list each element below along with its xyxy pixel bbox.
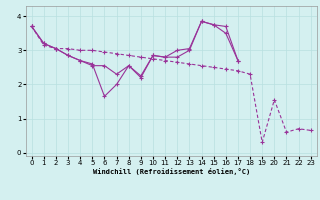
X-axis label: Windchill (Refroidissement éolien,°C): Windchill (Refroidissement éolien,°C) [92, 168, 250, 175]
